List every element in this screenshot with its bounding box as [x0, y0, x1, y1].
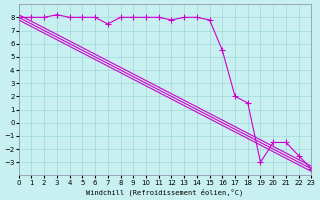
- X-axis label: Windchill (Refroidissement éolien,°C): Windchill (Refroidissement éolien,°C): [86, 188, 244, 196]
